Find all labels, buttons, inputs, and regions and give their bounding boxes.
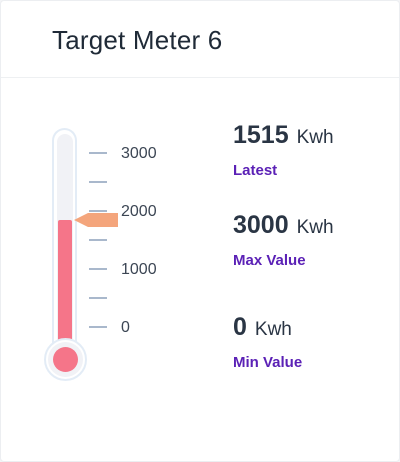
max-value-unit: Kwh — [296, 217, 334, 238]
major-tick — [89, 152, 107, 154]
max-label: Max Value — [233, 252, 306, 269]
minor-tick — [89, 181, 107, 183]
min-label: Min Value — [233, 354, 303, 371]
minor-tick — [89, 239, 107, 241]
major-tick — [89, 268, 107, 270]
value-pointer-icon — [74, 213, 118, 227]
thermometer-level — [58, 220, 72, 363]
card-header: Target Meter 6 — [1, 1, 399, 78]
latest-label: Latest — [233, 162, 278, 179]
min-value: 0 Kwh — [233, 313, 292, 342]
latest-value-unit: Kwh — [296, 127, 334, 148]
latest-value-number: 1515 — [233, 121, 289, 149]
thermometer-bulb-fill — [53, 347, 78, 372]
max-value: 3000 Kwh — [233, 211, 334, 240]
tick-label-2000: 2000 — [121, 203, 157, 220]
tick-label-1000: 1000 — [121, 261, 157, 278]
tick-label-3000: 3000 — [121, 145, 157, 162]
tick-label-0: 0 — [121, 319, 130, 336]
min-value-unit: Kwh — [254, 319, 292, 340]
major-tick — [89, 210, 107, 212]
max-value-number: 3000 — [233, 211, 289, 239]
major-tick — [89, 326, 107, 328]
minor-tick — [89, 297, 107, 299]
min-value-number: 0 — [233, 313, 247, 341]
card-title: Target Meter 6 — [52, 25, 223, 55]
latest-value: 1515 Kwh — [233, 121, 334, 150]
